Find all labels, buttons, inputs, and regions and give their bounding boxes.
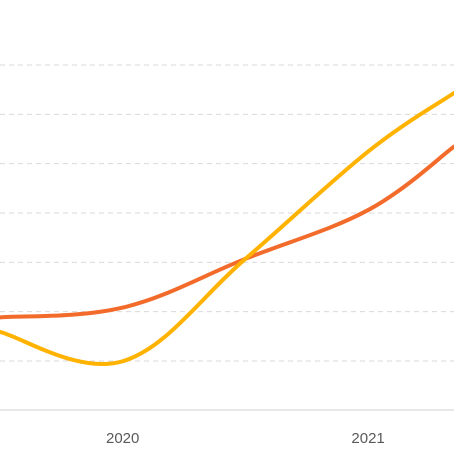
x-tick-label: 2021	[351, 430, 384, 447]
x-tick-labels: 2020 2021	[106, 430, 385, 447]
x-tick-label: 2020	[106, 430, 139, 447]
series-line-1	[0, 144, 454, 320]
series-line-2	[0, 91, 454, 367]
series-group	[0, 91, 454, 367]
